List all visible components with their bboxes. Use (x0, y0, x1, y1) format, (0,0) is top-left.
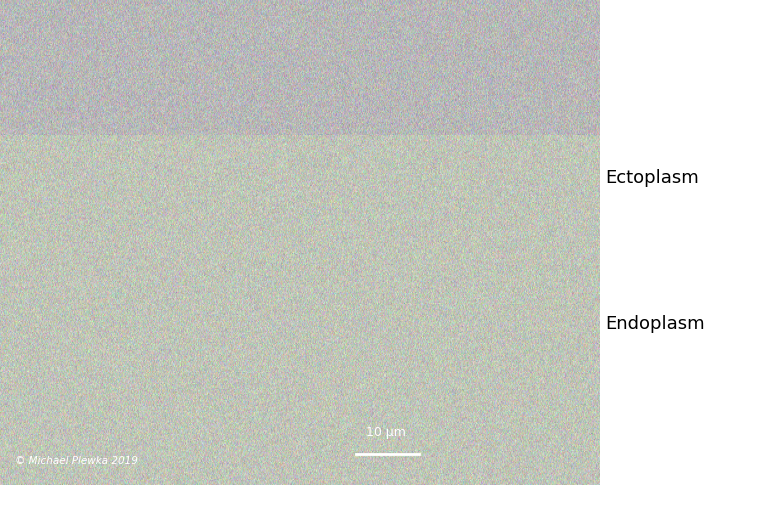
Text: Trichocysts: Trichocysts (379, 54, 479, 72)
Text: © Michael Plewka 2019: © Michael Plewka 2019 (15, 456, 137, 466)
Text: 10 μm: 10 μm (366, 426, 406, 439)
Text: Ectoplasm: Ectoplasm (605, 169, 699, 187)
Text: Endoplasm: Endoplasm (605, 315, 704, 333)
Text: Cilia: Cilia (323, 64, 362, 147)
